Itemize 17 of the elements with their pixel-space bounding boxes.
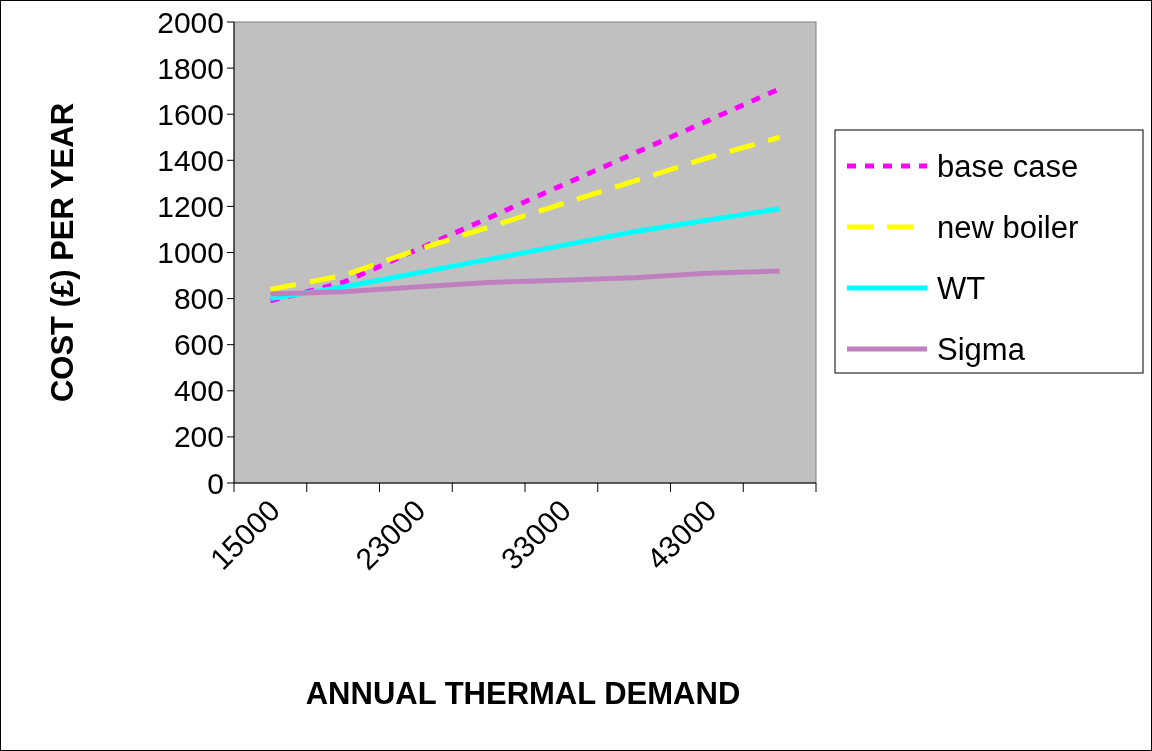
y-tick-label: 1600 bbox=[157, 97, 224, 131]
x-axis-title: ANNUAL THERMAL DEMAND bbox=[305, 675, 741, 711]
y-tick-label: 1200 bbox=[157, 189, 224, 223]
legend-label: new boiler bbox=[937, 209, 1079, 245]
y-tick-label: 2000 bbox=[157, 5, 224, 39]
legend-label: Sigma bbox=[937, 331, 1026, 367]
y-tick-label: 1800 bbox=[157, 51, 224, 85]
y-tick-label: 600 bbox=[173, 328, 224, 362]
y-tick-label: 400 bbox=[173, 374, 224, 408]
y-tick-label: 1000 bbox=[157, 236, 224, 269]
y-tick-label: 1400 bbox=[157, 143, 224, 177]
y-tick-label: 800 bbox=[173, 282, 224, 316]
y-tick-label: 0 bbox=[207, 466, 224, 500]
y-tick-label: 200 bbox=[173, 420, 224, 454]
legend-label: WT bbox=[937, 270, 986, 306]
legend-label: base case bbox=[937, 148, 1079, 184]
y-axis-title: COST (£) PER YEAR bbox=[44, 102, 80, 403]
